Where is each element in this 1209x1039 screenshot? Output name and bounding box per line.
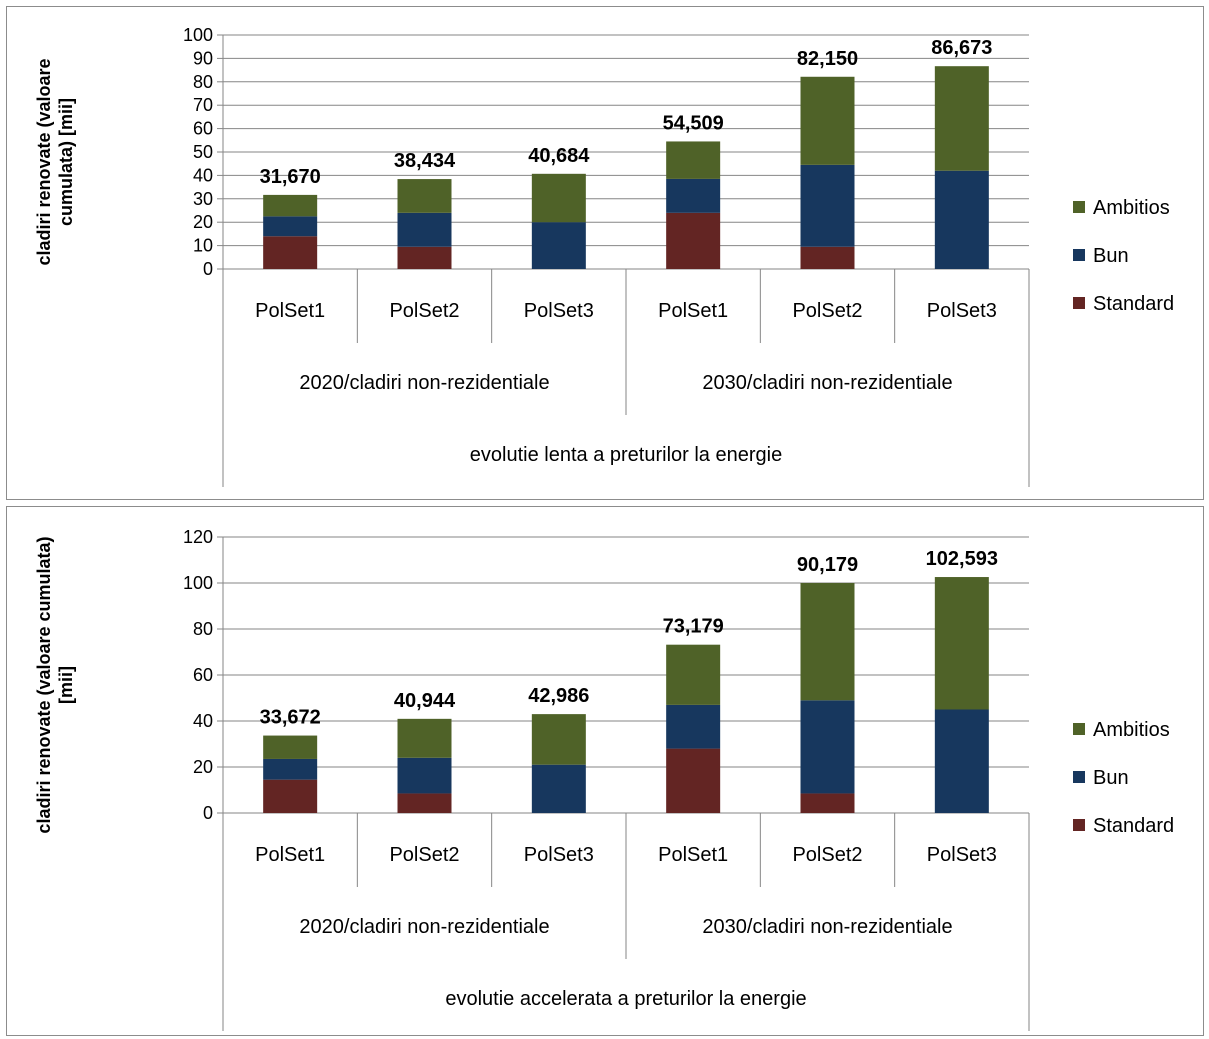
y-tick-label: 100	[183, 573, 213, 593]
x-group-label: 2020/cladiri non-rezidentiale	[299, 916, 549, 938]
bar-segment-bun	[531, 222, 586, 269]
total-data-label: 40,944	[394, 690, 456, 712]
y-tick-label: 40	[193, 711, 213, 731]
total-data-label: 40,684	[528, 145, 590, 167]
bar-segment-bun	[934, 170, 989, 269]
legend-swatch-bun	[1073, 771, 1085, 783]
legend-swatch-ambitios	[1073, 723, 1085, 735]
x-category-label: PolSet2	[792, 844, 862, 866]
legend-swatch-ambitios	[1073, 201, 1085, 213]
legend-label-ambitios: Ambitios	[1093, 719, 1170, 741]
stacked-bar-chart-slow-prices: 0 10 20 30 40 50 60 70 80 90 100 cladiri renovate (…	[34, 25, 1174, 487]
y-tick-label: 90	[193, 48, 213, 68]
bar-segment-bun	[263, 758, 318, 780]
legend-swatch-standard	[1073, 297, 1085, 309]
bar-segment-ambitios	[531, 714, 586, 765]
x-supergroup-label: evolutie accelerata a preturilor la ener…	[445, 988, 806, 1010]
bar-segment-standard	[666, 748, 721, 813]
bar-segment-standard	[263, 779, 318, 813]
bar-segment-bun	[397, 212, 452, 247]
legend-label-standard: Standard	[1093, 815, 1174, 837]
legend-swatch-bun	[1073, 249, 1085, 261]
total-data-label: 73,179	[663, 616, 724, 638]
bar-segment-standard	[397, 793, 452, 813]
bar-segment-ambitios	[800, 583, 855, 701]
bar-segment-bun	[934, 709, 989, 813]
y-tick-label: 40	[193, 165, 213, 185]
total-data-label: 102,593	[926, 548, 998, 570]
total-data-label: 31,670	[260, 166, 321, 188]
bar-segment-ambitios	[263, 735, 318, 759]
y-tick-label: 80	[193, 72, 213, 92]
total-data-label: 33,672	[260, 707, 321, 729]
bar-segment-ambitios	[397, 718, 452, 758]
x-category-label: PolSet2	[792, 300, 862, 322]
y-tick-label: 20	[193, 757, 213, 777]
y-tick-label: 0	[203, 803, 213, 823]
x-category-label: PolSet2	[389, 844, 459, 866]
y-tick-label: 20	[193, 212, 213, 232]
y-tick-label: 100	[183, 25, 213, 45]
x-supergroup-label: evolutie lenta a preturilor la energie	[470, 444, 782, 466]
bar-segment-standard	[397, 246, 452, 269]
bar-segment-ambitios	[397, 179, 452, 213]
x-category-label: PolSet3	[927, 844, 997, 866]
legend-label-bun: Bun	[1093, 245, 1129, 267]
x-category-label: PolSet1	[255, 300, 325, 322]
bar-segment-bun	[263, 216, 318, 237]
legend-swatch-standard	[1073, 819, 1085, 831]
y-tick-label: 30	[193, 189, 213, 209]
bar-segment-standard	[666, 212, 721, 269]
total-data-label: 90,179	[797, 554, 858, 576]
y-tick-label: 60	[193, 119, 213, 139]
x-group-label: 2030/cladiri non-rezidentiale	[702, 916, 952, 938]
chart-panel-accelerated-prices: 0 20 40 60 80 100 120 cladiri renovate (valoare…	[6, 506, 1204, 1036]
y-tick-label: 50	[193, 142, 213, 162]
bar-segment-ambitios	[800, 76, 855, 165]
bar-segment-standard	[263, 236, 318, 269]
stacked-bar-chart-accelerated-prices: 0 20 40 60 80 100 120 cladiri renovate (valoare…	[34, 527, 1174, 1031]
bar-segment-bun	[666, 704, 721, 749]
x-category-label: PolSet3	[927, 300, 997, 322]
y-tick-label: 120	[183, 527, 213, 547]
x-category-label: PolSet1	[658, 844, 728, 866]
bar-segment-ambitios	[666, 644, 721, 705]
bar-segment-ambitios	[263, 194, 318, 217]
y-tick-label: 0	[203, 259, 213, 279]
bar-segment-standard	[800, 793, 855, 813]
x-category-label: PolSet1	[658, 300, 728, 322]
x-category-label: PolSet3	[524, 300, 594, 322]
bar-segment-bun	[397, 757, 452, 794]
bar-segment-standard	[800, 246, 855, 269]
total-data-label: 38,434	[394, 150, 456, 172]
x-category-label: PolSet3	[524, 844, 594, 866]
x-category-label: PolSet2	[389, 300, 459, 322]
bar-segment-ambitios	[934, 66, 989, 171]
x-group-label: 2020/cladiri non-rezidentiale	[299, 372, 549, 394]
y-tick-label: 10	[193, 236, 213, 256]
bar-segment-ambitios	[666, 141, 721, 179]
y-axis-label: cladiri renovate (valoare cumulata) [mii]	[34, 536, 76, 833]
total-data-label: 54,509	[663, 112, 724, 134]
legend-label-bun: Bun	[1093, 767, 1129, 789]
legend-label-standard: Standard	[1093, 293, 1174, 315]
y-tick-label: 80	[193, 619, 213, 639]
bar-segment-bun	[666, 178, 721, 213]
total-data-label: 42,986	[528, 685, 589, 707]
bar-segment-bun	[531, 764, 586, 813]
chart-panel-slow-prices: 0 10 20 30 40 50 60 70 80 90 100 cladiri renovate (…	[6, 6, 1204, 500]
bar-segment-ambitios	[531, 173, 586, 223]
total-data-label: 86,673	[931, 37, 992, 59]
x-group-label: 2030/cladiri non-rezidentiale	[702, 372, 952, 394]
y-axis-label: cladiri renovate (valoare cumulata) [mii]	[34, 58, 76, 265]
x-category-label: PolSet1	[255, 844, 325, 866]
bar-segment-bun	[800, 700, 855, 794]
y-tick-label: 60	[193, 665, 213, 685]
y-tick-label: 70	[193, 95, 213, 115]
bar-segment-bun	[800, 164, 855, 247]
total-data-label: 82,150	[797, 48, 858, 70]
legend-label-ambitios: Ambitios	[1093, 197, 1170, 219]
bar-segment-ambitios	[934, 577, 989, 710]
